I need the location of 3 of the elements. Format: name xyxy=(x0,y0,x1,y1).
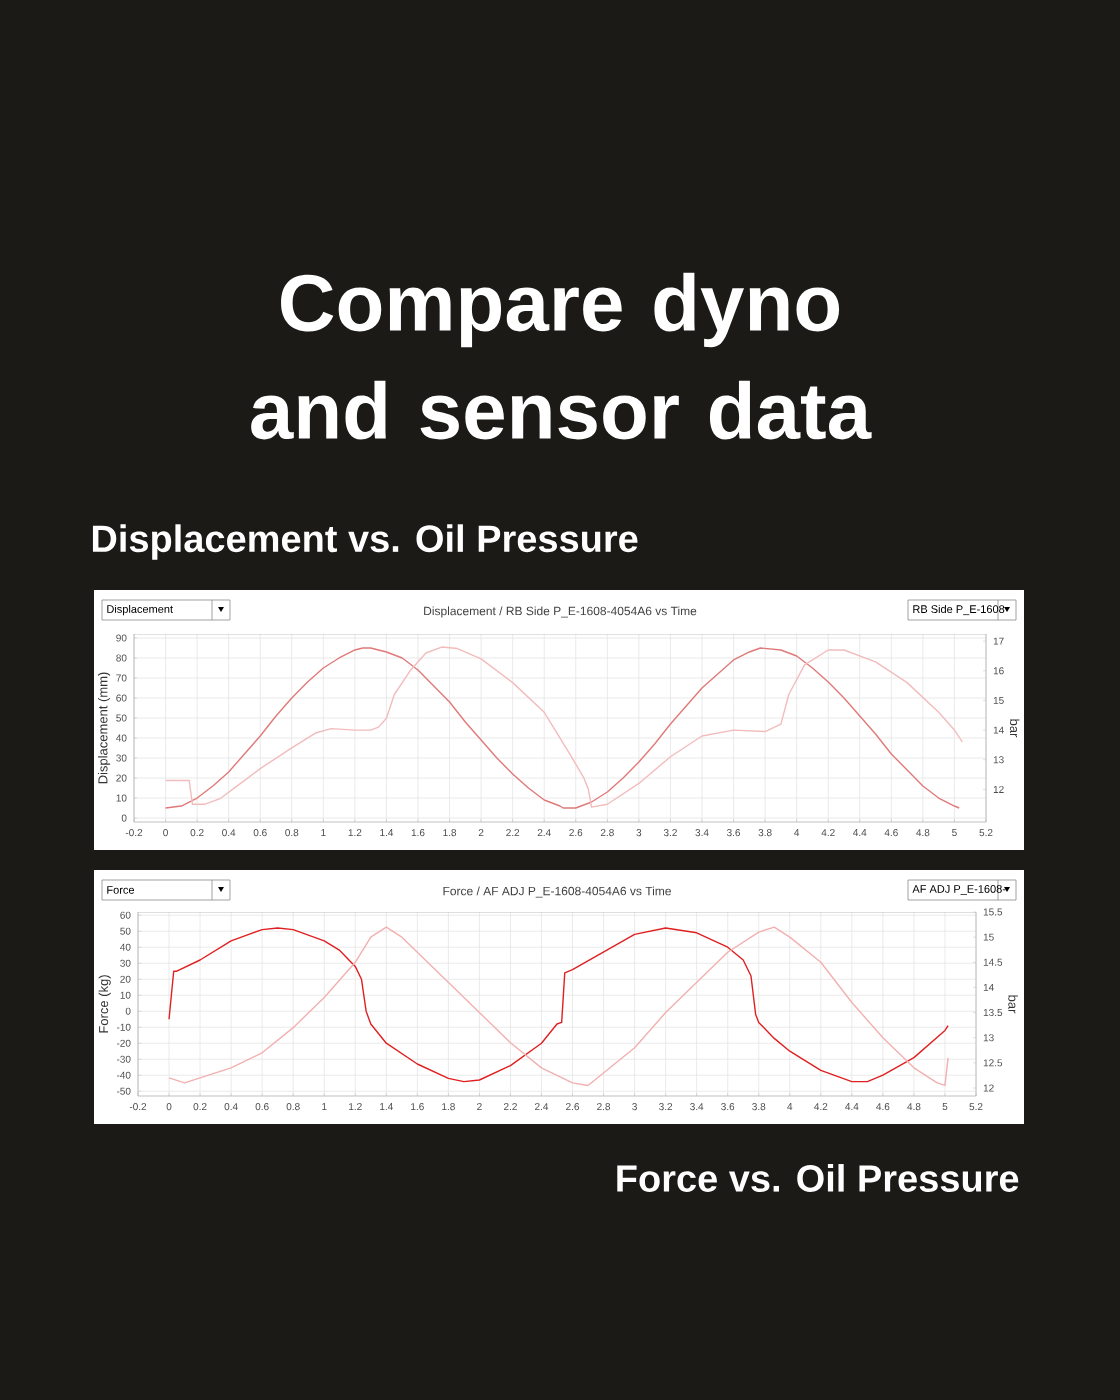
chart-title: Displacement vs. Oil Pressure xyxy=(92,524,638,560)
text: Compare dyno and sensor data xyxy=(251,272,872,440)
text: Force vs. Oil Pressure xyxy=(617,1164,1019,1192)
